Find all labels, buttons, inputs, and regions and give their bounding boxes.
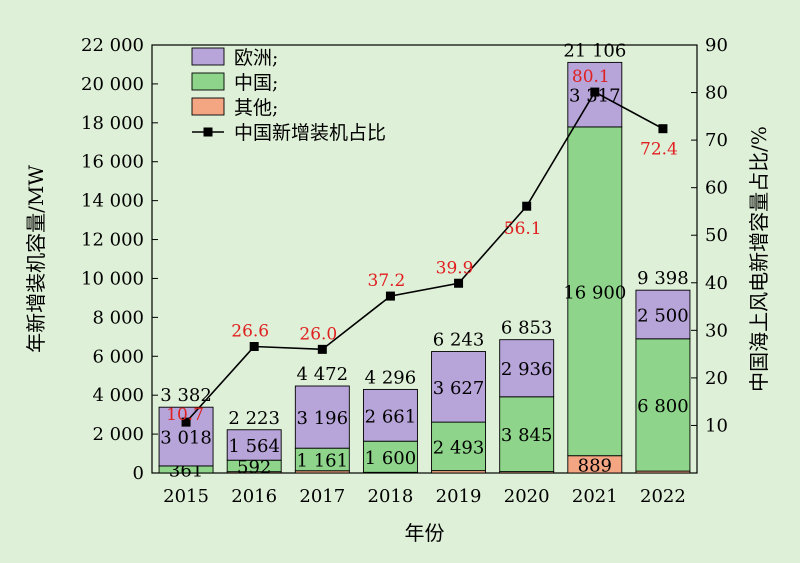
left-axis-title: 年新增装机容量/MW: [24, 165, 48, 353]
x-tick-label: 2020: [504, 486, 550, 507]
total-label: 6 243: [433, 330, 485, 351]
x-tick-label: 2015: [163, 486, 209, 507]
legend-label: 中国;: [234, 72, 278, 94]
share-value-label: 80.1: [572, 67, 610, 87]
left-tick-label: 14 000: [81, 191, 144, 212]
left-tick-label: 8 000: [92, 307, 144, 328]
x-tick-label: 2016: [231, 486, 277, 507]
right-tick-label: 30: [705, 320, 728, 341]
left-tick-label: 16 000: [81, 152, 144, 173]
right-tick-label: 20: [705, 368, 728, 389]
segment-value-label: 592: [237, 457, 271, 478]
legend-swatch: [191, 97, 225, 116]
share-marker: [249, 342, 259, 352]
x-tick-label: 2017: [299, 486, 345, 507]
left-tick-label: 22 000: [81, 35, 144, 56]
share-marker: [454, 278, 464, 288]
bar-segment: [499, 339, 555, 398]
segment-value-label: 1 564: [228, 436, 280, 457]
total-label: 4 472: [297, 364, 349, 385]
x-tick-label: 2019: [436, 486, 482, 507]
total-label: 9 398: [637, 268, 689, 289]
x-tick-label: 2018: [368, 486, 414, 507]
segment-value-label: 2 936: [501, 359, 553, 380]
share-value-label: 56.1: [504, 219, 542, 239]
left-tick-label: 4 000: [92, 385, 144, 406]
share-marker: [590, 87, 600, 97]
legend-swatch: [191, 72, 225, 91]
segment-value-label: 3 845: [501, 425, 553, 446]
share-marker: [385, 291, 395, 301]
segment-value-label: 3 018: [160, 428, 212, 449]
right-axis-title: 中国海上风电新增容量占比/%: [747, 126, 771, 392]
right-tick-label: 80: [705, 83, 728, 104]
right-tick-label: 70: [705, 130, 728, 151]
bar-segment: [362, 440, 418, 473]
segment-value-label: 889: [578, 455, 612, 476]
segment-value-label: 3 627: [433, 378, 485, 399]
x-axis-title: 年份: [405, 521, 445, 545]
share-value-label: 26.0: [299, 324, 337, 344]
x-tick-label: 2022: [640, 486, 686, 507]
share-marker: [658, 124, 668, 134]
bar-segment: [499, 396, 555, 473]
left-tick-label: 20 000: [81, 74, 144, 95]
bar-segment: [431, 351, 487, 423]
right-tick-label: 60: [705, 178, 728, 199]
plot-frame: [151, 44, 698, 474]
left-tick-label: 2 000: [92, 424, 144, 445]
total-label: 4 296: [365, 367, 417, 388]
bar-segment: [226, 429, 282, 461]
left-tick-label: 0: [133, 463, 144, 484]
share-marker: [522, 201, 532, 211]
share-marker: [317, 344, 327, 354]
share-value-label: 72.4: [640, 140, 678, 160]
segment-value-label: 2 493: [433, 437, 485, 458]
left-tick-label: 12 000: [81, 230, 144, 251]
share-value-label: 10.7: [166, 405, 204, 425]
segment-value-label: 1 161: [297, 450, 349, 471]
right-tick-label: 90: [705, 35, 728, 56]
bar-segment: [158, 406, 214, 467]
bar-segment: [294, 385, 350, 449]
bar-segment: [635, 289, 691, 340]
segment-value-label: 1 600: [365, 448, 417, 469]
right-tick-label: 10: [705, 415, 728, 436]
legend-label: 中国新增装机占比: [234, 122, 386, 144]
share-value-label: 26.6: [231, 322, 269, 342]
total-label: 2 223: [228, 408, 280, 429]
share-marker: [181, 417, 191, 427]
right-tick-label: 50: [705, 225, 728, 246]
total-label: 21 106: [563, 40, 626, 61]
share-value-label: 37.2: [368, 271, 406, 291]
legend-marker: [203, 127, 213, 137]
bar-segment: [431, 421, 487, 472]
total-label: 3 382: [160, 385, 212, 406]
share-line: [185, 91, 664, 423]
segment-value-label: 16 900: [563, 282, 626, 303]
segment-value-label: 3 196: [297, 408, 349, 429]
legend-label: 欧洲;: [234, 47, 278, 69]
right-tick-label: 40: [705, 273, 728, 294]
total-label: 6 853: [501, 318, 553, 339]
left-tick-label: 10 000: [81, 268, 144, 289]
legend-swatch: [191, 47, 225, 66]
legend-label: 其他;: [234, 97, 278, 119]
left-tick-label: 6 000: [92, 346, 144, 367]
bar-segment: [362, 388, 418, 442]
x-tick-label: 2021: [572, 486, 618, 507]
segment-value-label: 2 661: [365, 406, 417, 427]
segment-value-label: 2 500: [637, 305, 689, 326]
segment-value-label: 6 800: [637, 396, 689, 417]
share-value-label: 39.9: [436, 258, 474, 278]
left-tick-label: 18 000: [81, 113, 144, 134]
bar-segment: [567, 126, 623, 457]
